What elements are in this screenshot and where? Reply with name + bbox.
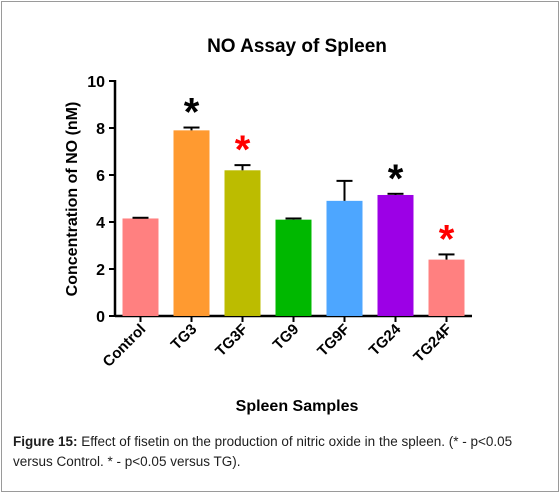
y-tick-label: 4 bbox=[96, 215, 105, 232]
x-tick-label: TG3F bbox=[212, 321, 251, 360]
x-tick-label: Control bbox=[100, 321, 150, 371]
bar-tg9 bbox=[275, 219, 312, 316]
y-axis-label: Concentration of NO (nM) bbox=[64, 102, 81, 297]
caption-label: Figure 15: bbox=[13, 434, 78, 449]
chart-title: NO Assay of Spleen bbox=[207, 36, 387, 57]
y-tick-label: 10 bbox=[87, 74, 105, 91]
y-tick-label: 6 bbox=[96, 168, 105, 185]
bar-chart: NO Assay of Spleen Concentration of NO (… bbox=[64, 36, 472, 415]
bar-tg3 bbox=[173, 130, 210, 316]
bar-control bbox=[122, 218, 159, 316]
significance-marker: * bbox=[235, 128, 251, 172]
bar-tg3f bbox=[224, 170, 261, 316]
y-tick-label: 2 bbox=[96, 262, 105, 279]
bar-tg24 bbox=[377, 194, 414, 316]
significance-marker: * bbox=[184, 91, 200, 135]
bar-tg9f bbox=[326, 200, 363, 316]
y-tick-label: 8 bbox=[96, 121, 105, 138]
x-axis-label: Spleen Samples bbox=[236, 398, 359, 415]
x-tick-label: TG9 bbox=[270, 321, 303, 354]
x-tick-label: TG9F bbox=[314, 321, 353, 360]
bar-tg24f bbox=[428, 259, 465, 316]
x-tick-label: TG24 bbox=[366, 320, 405, 359]
x-tick-label: TG3 bbox=[168, 321, 201, 354]
significance-marker: * bbox=[388, 157, 404, 201]
x-tick-label: TG24F bbox=[410, 321, 455, 366]
caption-text: Effect of fisetin on the production of n… bbox=[13, 434, 513, 469]
figure-caption: Figure 15: Effect of fisetin on the prod… bbox=[13, 432, 549, 472]
significance-marker: * bbox=[439, 217, 455, 261]
y-tick-label: 0 bbox=[96, 309, 105, 326]
bars-group: * * * * bbox=[122, 91, 465, 316]
